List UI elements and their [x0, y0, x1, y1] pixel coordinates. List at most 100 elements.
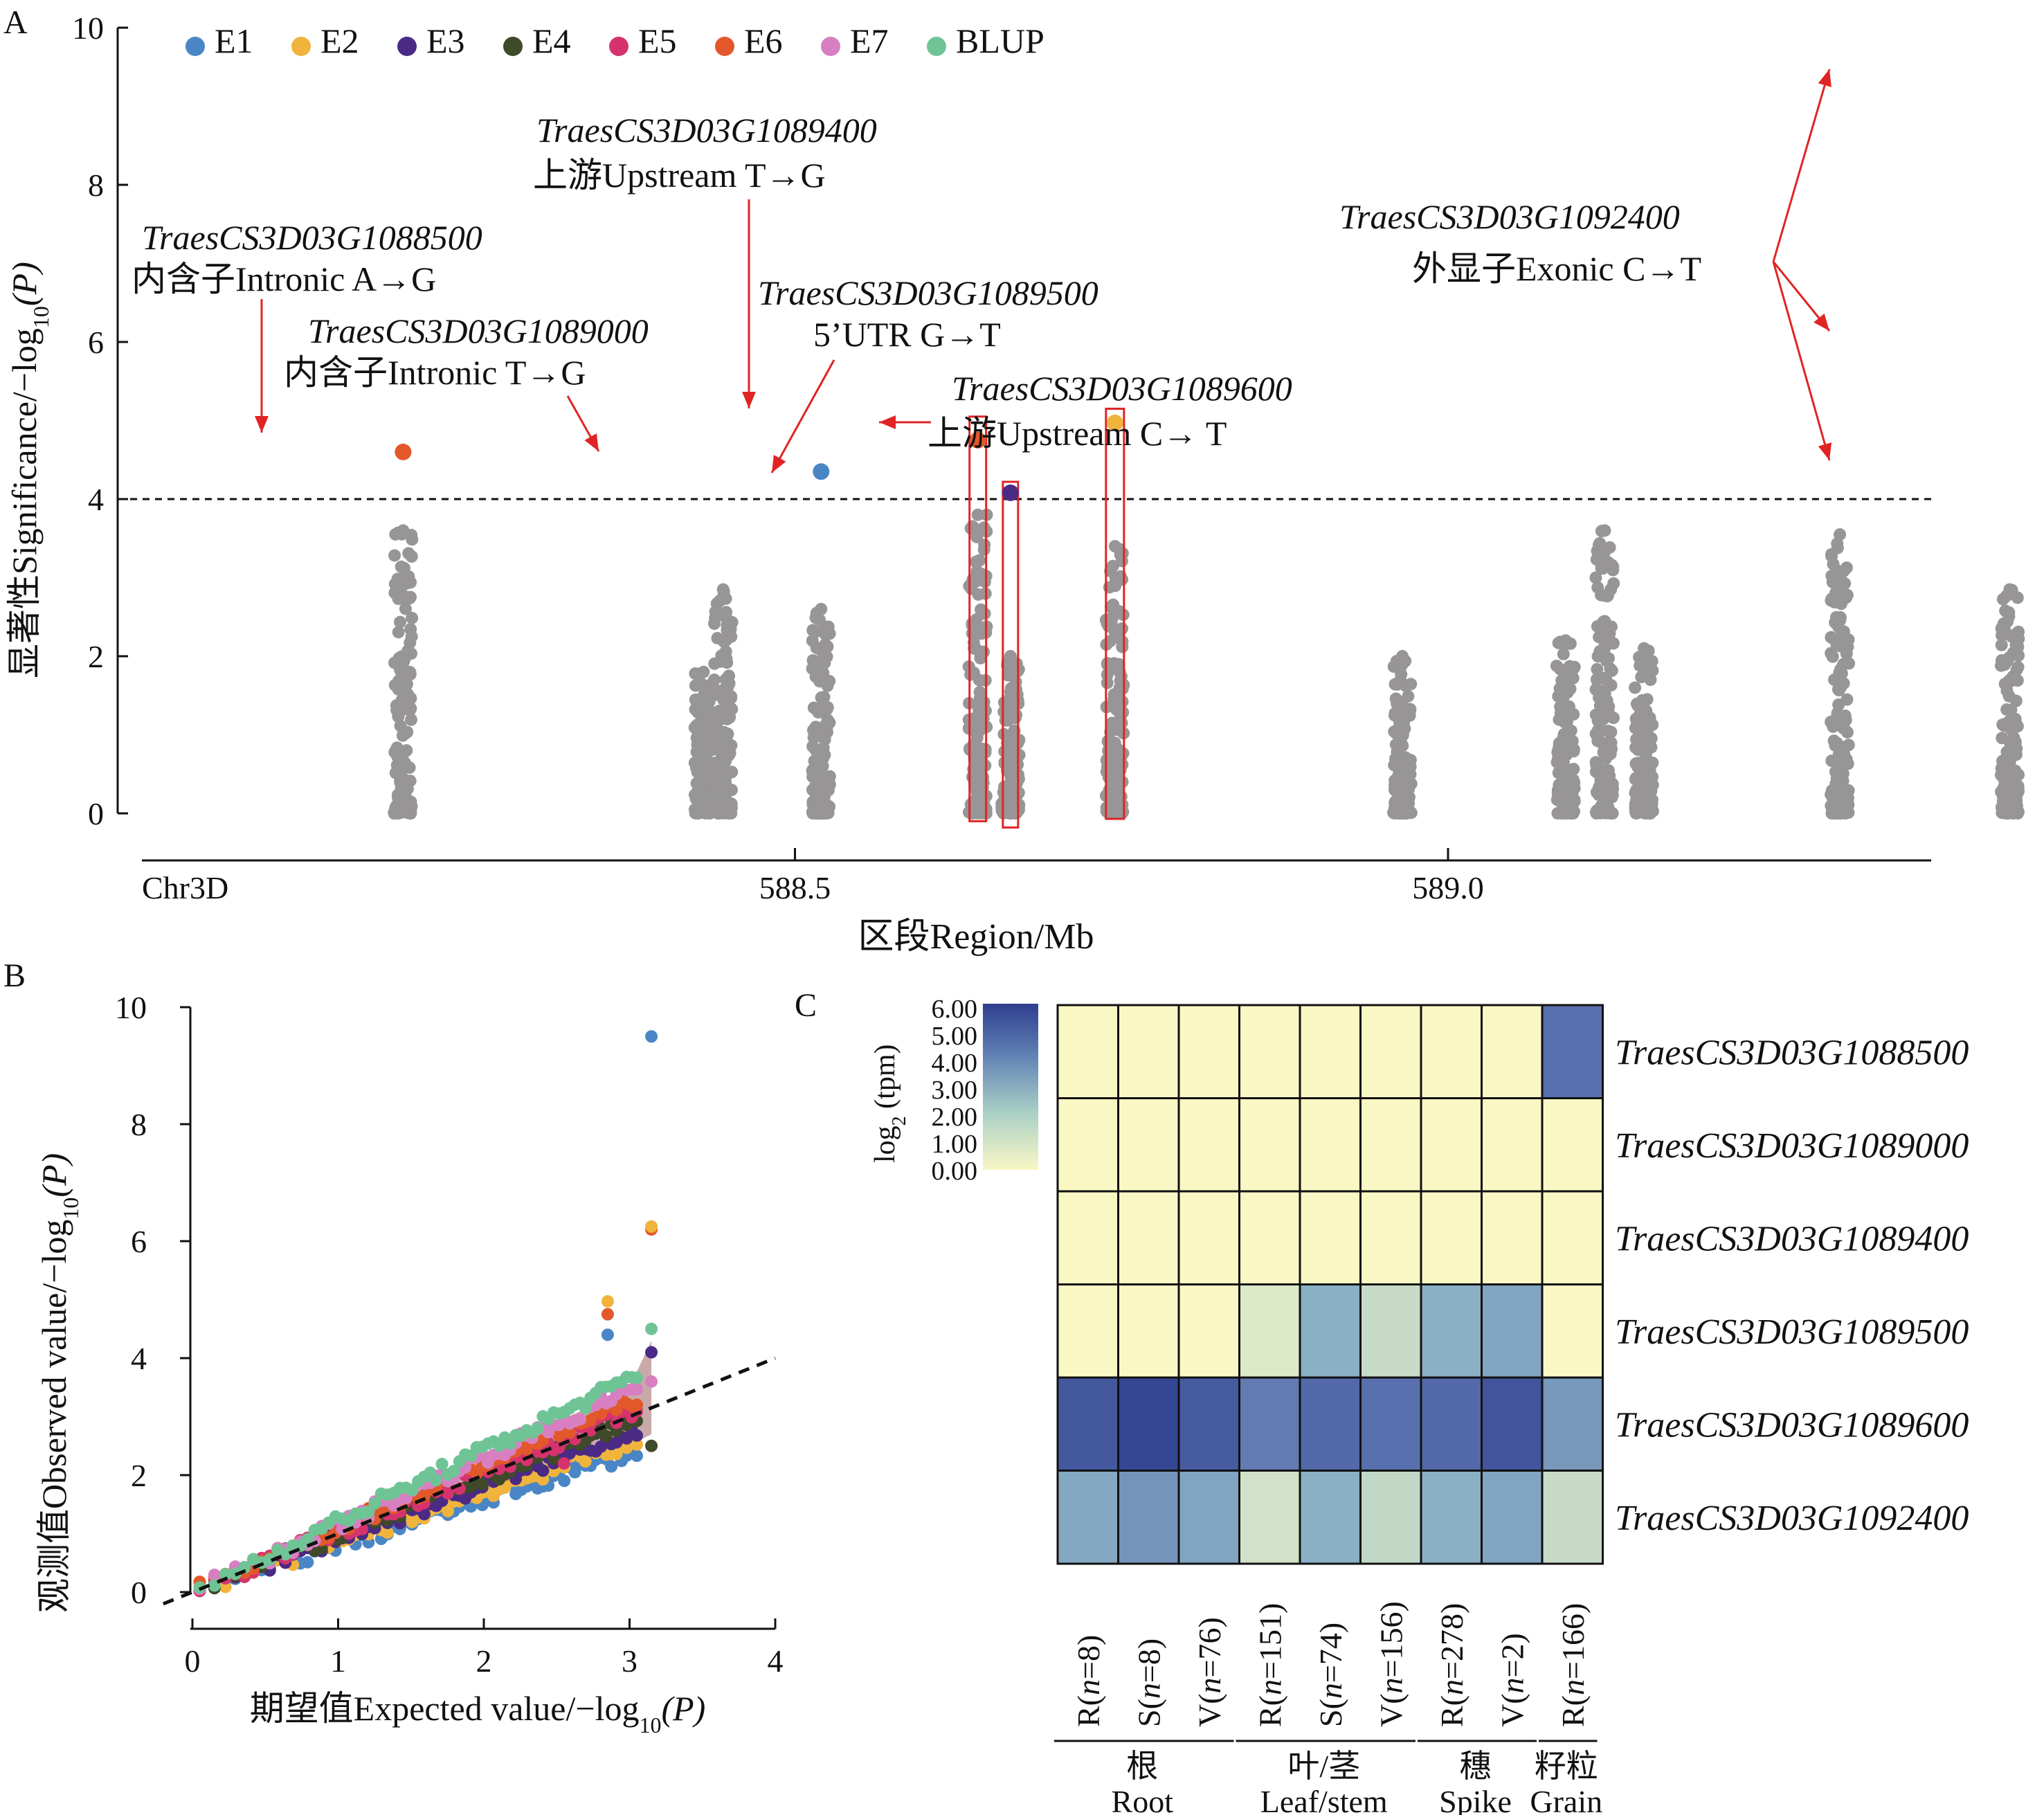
- background-point: [1597, 671, 1610, 685]
- qq-point-blup: [531, 1422, 544, 1435]
- heatmap-cell: [1541, 1376, 1604, 1472]
- background-point: [1116, 695, 1129, 708]
- heatmap-cell: [1420, 1004, 1483, 1099]
- qq-top-point-e6: [601, 1308, 614, 1321]
- background-point: [395, 779, 408, 792]
- background-point: [1567, 743, 1580, 756]
- heatmap-cell: [1481, 1190, 1544, 1285]
- expected-reference-line: [162, 1356, 776, 1606]
- background-point: [691, 725, 705, 739]
- background-point: [388, 656, 401, 669]
- background-point: [1560, 666, 1573, 679]
- background-point: [1396, 764, 1409, 777]
- qq-point-blup: [406, 1483, 419, 1497]
- background-point-top: [1108, 540, 1121, 553]
- background-point: [2001, 768, 2014, 781]
- significant-point-e1: [813, 463, 830, 480]
- background-point: [405, 630, 418, 643]
- y-tick-label: 6: [131, 1224, 147, 1259]
- background-point: [1555, 737, 1568, 750]
- legend-swatch-e1: [186, 37, 205, 56]
- qq-point-blup: [631, 1371, 644, 1384]
- background-point: [808, 662, 822, 675]
- background-point-top: [2003, 583, 2016, 596]
- background-point: [1402, 689, 1415, 703]
- background-point: [806, 764, 820, 777]
- heatmap-cell: [1117, 1470, 1180, 1565]
- background-point: [399, 602, 412, 615]
- background-point: [394, 615, 407, 629]
- background-point: [818, 748, 831, 761]
- background-point: [1602, 764, 1615, 777]
- background-point: [2004, 704, 2017, 717]
- heatmap-cell: [1177, 1283, 1240, 1379]
- qq-top-point-e2: [645, 1220, 658, 1233]
- legend-swatch-e4: [503, 37, 523, 56]
- heatmap-cell: [1056, 1004, 1119, 1099]
- heatmap-cell: [1481, 1283, 1544, 1379]
- background-point: [399, 692, 412, 705]
- qq-point-e2: [381, 1526, 394, 1539]
- qq-point-e3: [536, 1464, 550, 1477]
- panel-c-label: C: [795, 987, 817, 1024]
- colorbar-ticks: 6.005.004.003.002.001.000.00: [932, 995, 978, 1186]
- group-label-zh: 籽粒: [1535, 1749, 1598, 1784]
- background-point: [815, 799, 828, 812]
- background-point: [978, 575, 991, 588]
- background-point: [405, 550, 418, 563]
- background-point: [1834, 776, 1847, 789]
- background-point: [401, 725, 414, 739]
- colorbar-tick-label: 2.00: [932, 1103, 978, 1132]
- y-tick-label: 10: [115, 990, 147, 1025]
- background-point: [1391, 782, 1404, 795]
- significant-point-e3: [1002, 484, 1019, 501]
- background-point: [1629, 712, 1643, 725]
- arrow-line: [770, 359, 835, 473]
- legend-label-e6: E6: [744, 21, 783, 60]
- background-point: [1101, 676, 1114, 689]
- heatmap-cell: [1177, 1004, 1240, 1099]
- legend-label-e5: E5: [638, 21, 677, 60]
- background-point: [1636, 694, 1649, 707]
- background-point: [400, 577, 413, 590]
- x-tick-label: 4: [768, 1643, 784, 1679]
- qq-point-e6: [631, 1398, 644, 1411]
- heatmap-cell: [1420, 1283, 1483, 1379]
- colorbar-tick-label: 3.00: [932, 1076, 978, 1105]
- qq-point-blup: [368, 1497, 381, 1510]
- colorbar-title: log2 (tpm): [869, 1045, 910, 1163]
- qq-point-blup: [435, 1457, 449, 1470]
- background-point: [1390, 727, 1403, 740]
- qq-point-blup: [279, 1548, 292, 1561]
- background-point: [1637, 729, 1650, 742]
- qq-point-e1: [631, 1450, 644, 1463]
- qq-point-blup: [219, 1568, 232, 1581]
- background-point: [1633, 762, 1646, 775]
- background-point: [1837, 677, 1850, 690]
- qq-point-e1: [301, 1555, 314, 1569]
- row-label: TraesCS3D03G1089400: [1615, 1219, 1969, 1258]
- background-point: [1593, 536, 1607, 550]
- arrow-head: [879, 415, 896, 429]
- background-point: [823, 627, 836, 640]
- qq-point-e2: [442, 1504, 455, 1517]
- row-label: TraesCS3D03G1088500: [1615, 1033, 1969, 1072]
- annotation-note-1089500: 5’UTR G→T: [813, 315, 1001, 354]
- column-label: V(n=76): [1192, 1617, 1227, 1727]
- heatmap-cell: [1420, 1190, 1483, 1285]
- arrow-line: [1772, 261, 1831, 461]
- highlight-box: [1002, 480, 1020, 829]
- background-point: [691, 784, 705, 797]
- background-point: [397, 761, 410, 774]
- background-point: [1827, 734, 1840, 748]
- y-tick-label: 2: [88, 639, 104, 674]
- qq-point-e1: [558, 1474, 571, 1488]
- background-point: [1599, 752, 1612, 766]
- background-point: [1589, 708, 1602, 721]
- background-point: [1836, 578, 1849, 591]
- significant-point-e6: [969, 431, 986, 449]
- qq-top-point-e1: [601, 1328, 614, 1342]
